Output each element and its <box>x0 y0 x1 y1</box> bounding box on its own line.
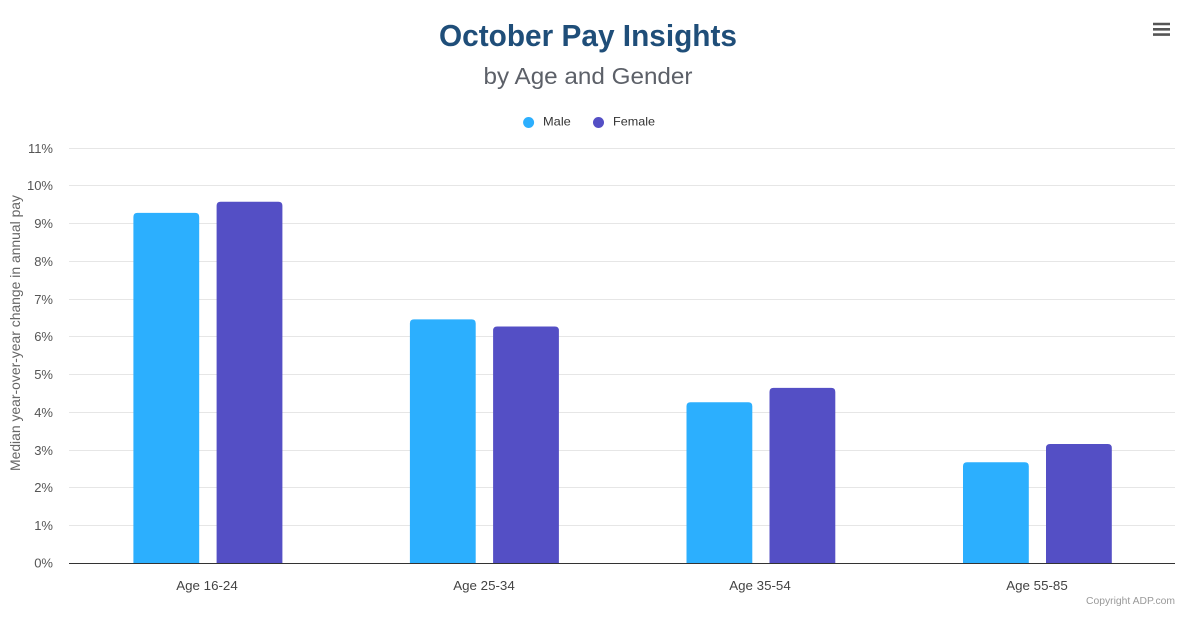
svg-text:Male: Male <box>543 115 571 129</box>
svg-text:6%: 6% <box>34 329 53 344</box>
svg-text:Age 16-24: Age 16-24 <box>176 578 238 593</box>
svg-text:4%: 4% <box>34 405 53 420</box>
svg-text:October Pay Insights: October Pay Insights <box>439 18 737 53</box>
svg-text:3%: 3% <box>34 443 53 458</box>
svg-text:1%: 1% <box>34 518 53 533</box>
svg-text:Age 25-34: Age 25-34 <box>453 578 515 593</box>
svg-text:9%: 9% <box>34 216 53 231</box>
svg-text:11%: 11% <box>28 141 53 156</box>
svg-text:Age 35-54: Age 35-54 <box>729 578 791 593</box>
svg-text:Age 55-85: Age 55-85 <box>1006 578 1068 593</box>
svg-text:10%: 10% <box>27 178 53 193</box>
svg-text:2%: 2% <box>34 480 53 495</box>
svg-text:0%: 0% <box>34 556 53 571</box>
svg-text:Median year-over-year change i: Median year-over-year change in annual p… <box>8 195 23 471</box>
svg-text:Female: Female <box>613 115 655 129</box>
svg-text:by Age and Gender: by Age and Gender <box>484 63 693 89</box>
svg-text:8%: 8% <box>34 254 53 269</box>
svg-text:7%: 7% <box>34 292 53 307</box>
svg-text:Copyright ADP.com: Copyright ADP.com <box>1086 596 1175 607</box>
svg-text:5%: 5% <box>34 367 53 382</box>
